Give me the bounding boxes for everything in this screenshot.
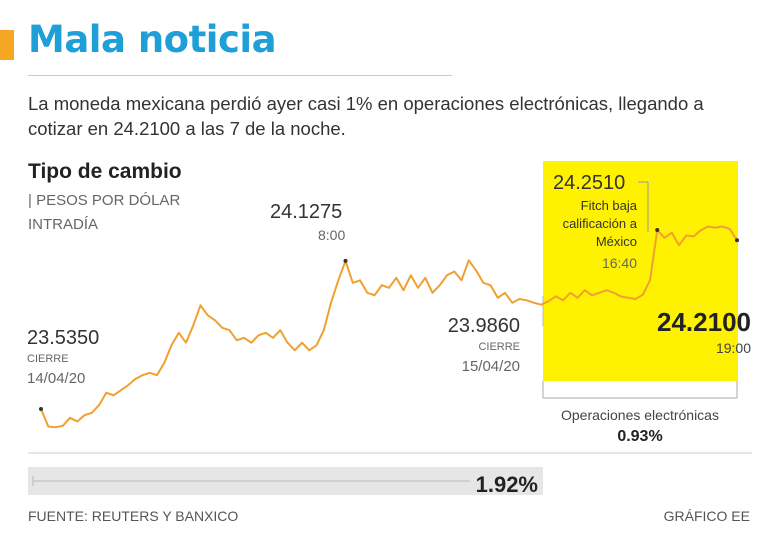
title-divider <box>28 75 452 76</box>
total-change-pct: 1.92% <box>476 472 538 497</box>
start-value-label: 23.5350 <box>27 327 99 349</box>
final-time-label: 19:00 <box>716 340 751 356</box>
close-date-label: 15/04/20 <box>462 358 520 375</box>
start-date-label: 14/04/20 <box>27 370 85 387</box>
graphic-credit: GRÁFICO EE <box>663 508 750 524</box>
data-point-final <box>735 238 739 243</box>
series-points <box>39 228 739 411</box>
electronic-trading-pct: 0.93% <box>617 428 662 445</box>
source-credit: FUENTE: REUTERS Y BANXICO <box>28 508 239 524</box>
final-value-label: 24.2100 <box>657 307 751 337</box>
series-line-exchange-rate <box>40 225 738 429</box>
fitch-note-line2: calificación a <box>563 216 638 231</box>
page-subtitle: La moneda mexicana perdió ayer casi 1% e… <box>28 93 704 139</box>
start-cierre-label: CIERRE <box>27 353 69 365</box>
data-point-start <box>39 407 43 411</box>
high-value-label: 24.2510 <box>553 172 625 194</box>
electronic-trading-highlight <box>543 161 738 381</box>
chart-title: Tipo de cambio <box>28 160 182 183</box>
title-accent-bar <box>0 30 14 60</box>
peak-time-label: 8:00 <box>318 227 345 243</box>
fitch-time-label: 16:40 <box>602 255 637 271</box>
data-point-peak <box>343 258 348 263</box>
electronic-trading-label: Operaciones electrónicas <box>561 407 719 423</box>
fitch-note-line1: Fitch baja <box>581 198 638 213</box>
page-title: Mala noticia <box>28 18 277 61</box>
data-point-fitch-high <box>655 228 660 232</box>
chart-period-label: INTRADÍA <box>28 216 99 233</box>
close-cierre-label: CIERRE <box>478 341 520 353</box>
close-value-label: 23.9860 <box>448 315 520 337</box>
fitch-note-line3: México <box>596 234 637 249</box>
peak-value-label: 24.1275 <box>270 201 342 223</box>
chart-unit-label: | PESOS POR DÓLAR <box>28 192 181 209</box>
